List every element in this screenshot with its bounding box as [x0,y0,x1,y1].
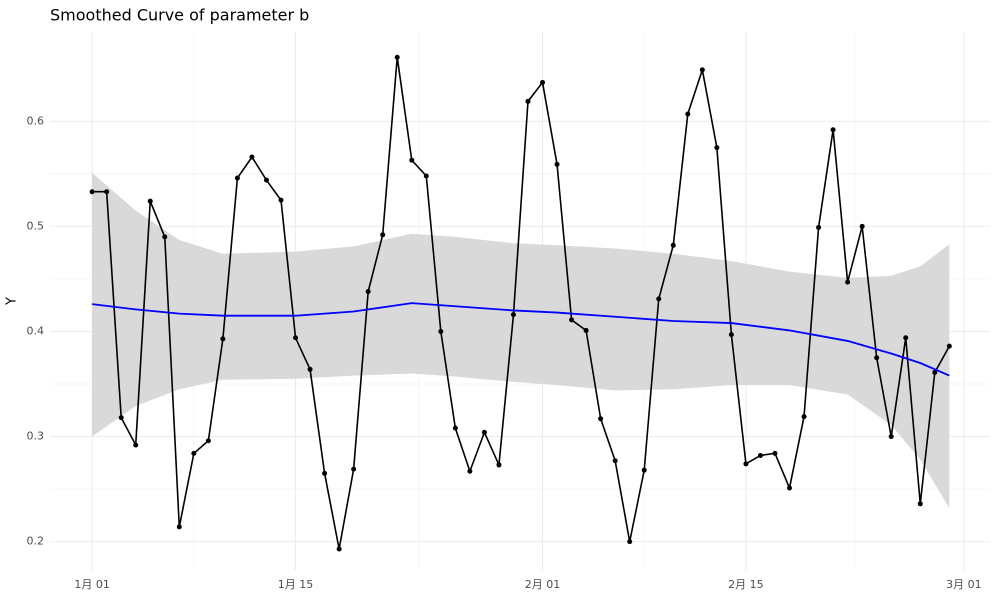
data-point [118,415,124,421]
data-point [946,343,952,349]
confidence-band [92,172,950,509]
data-point [801,414,807,420]
data-point [452,425,458,431]
data-point [249,154,255,160]
data-point [234,175,240,181]
data-point [133,442,139,448]
y-tick-label: 0.6 [27,114,45,127]
data-point [627,539,633,545]
y-tick-label: 0.2 [27,535,45,548]
data-point [293,335,299,341]
data-point [336,546,342,552]
data-point [917,501,923,507]
data-point [743,461,749,467]
data-point [699,67,705,73]
x-tick-label: 1月 01 [74,578,110,591]
data-point [176,524,182,530]
data-point [685,111,691,117]
x-tick-label: 3月 01 [946,578,982,591]
data-point [394,54,400,60]
y-tick-label: 0.3 [27,430,45,443]
data-point [510,312,516,318]
data-point [772,450,778,456]
data-point [641,467,647,473]
data-point [670,242,676,248]
data-point [365,289,371,295]
data-point [787,485,793,491]
data-point [757,452,763,458]
y-tick-label: 0.4 [27,324,45,337]
data-point [612,458,618,464]
data-point [278,197,284,203]
data-point [874,355,880,361]
data-point [583,327,589,333]
data-point [438,328,444,334]
data-point [351,466,357,472]
data-point [830,127,836,133]
data-point [525,98,531,104]
data-point [903,335,909,341]
data-point [162,234,168,240]
data-point [728,332,734,338]
data-point [322,470,328,476]
data-point [714,145,720,151]
data-point [104,189,110,195]
data-point [191,450,197,456]
data-point [263,177,269,183]
data-point [220,336,226,342]
y-axis-label: Y [5,297,20,306]
data-point [598,416,604,422]
data-point [380,232,386,238]
x-tick-label: 2月 01 [525,578,561,591]
x-tick-label: 1月 15 [278,578,314,591]
data-point [467,468,473,474]
data-point [147,198,153,204]
chart-title: Smoothed Curve of parameter b [50,6,309,25]
data-point [932,369,938,375]
x-tick-label: 2月 15 [728,578,764,591]
data-line [92,57,951,550]
data-point [540,79,546,85]
smooth-line [92,302,950,377]
data-point [859,223,865,229]
data-point [409,157,415,163]
data-point [481,429,487,435]
data-point [89,189,95,195]
data-point [656,296,662,302]
data-point [816,224,822,230]
data-point [888,434,894,440]
data-point [845,279,851,285]
data-point [569,317,575,323]
data-point [496,462,502,468]
data-point [554,161,560,167]
data-point [205,438,211,444]
data-point [307,366,313,372]
y-tick-label: 0.5 [27,219,45,232]
data-point [423,173,429,179]
